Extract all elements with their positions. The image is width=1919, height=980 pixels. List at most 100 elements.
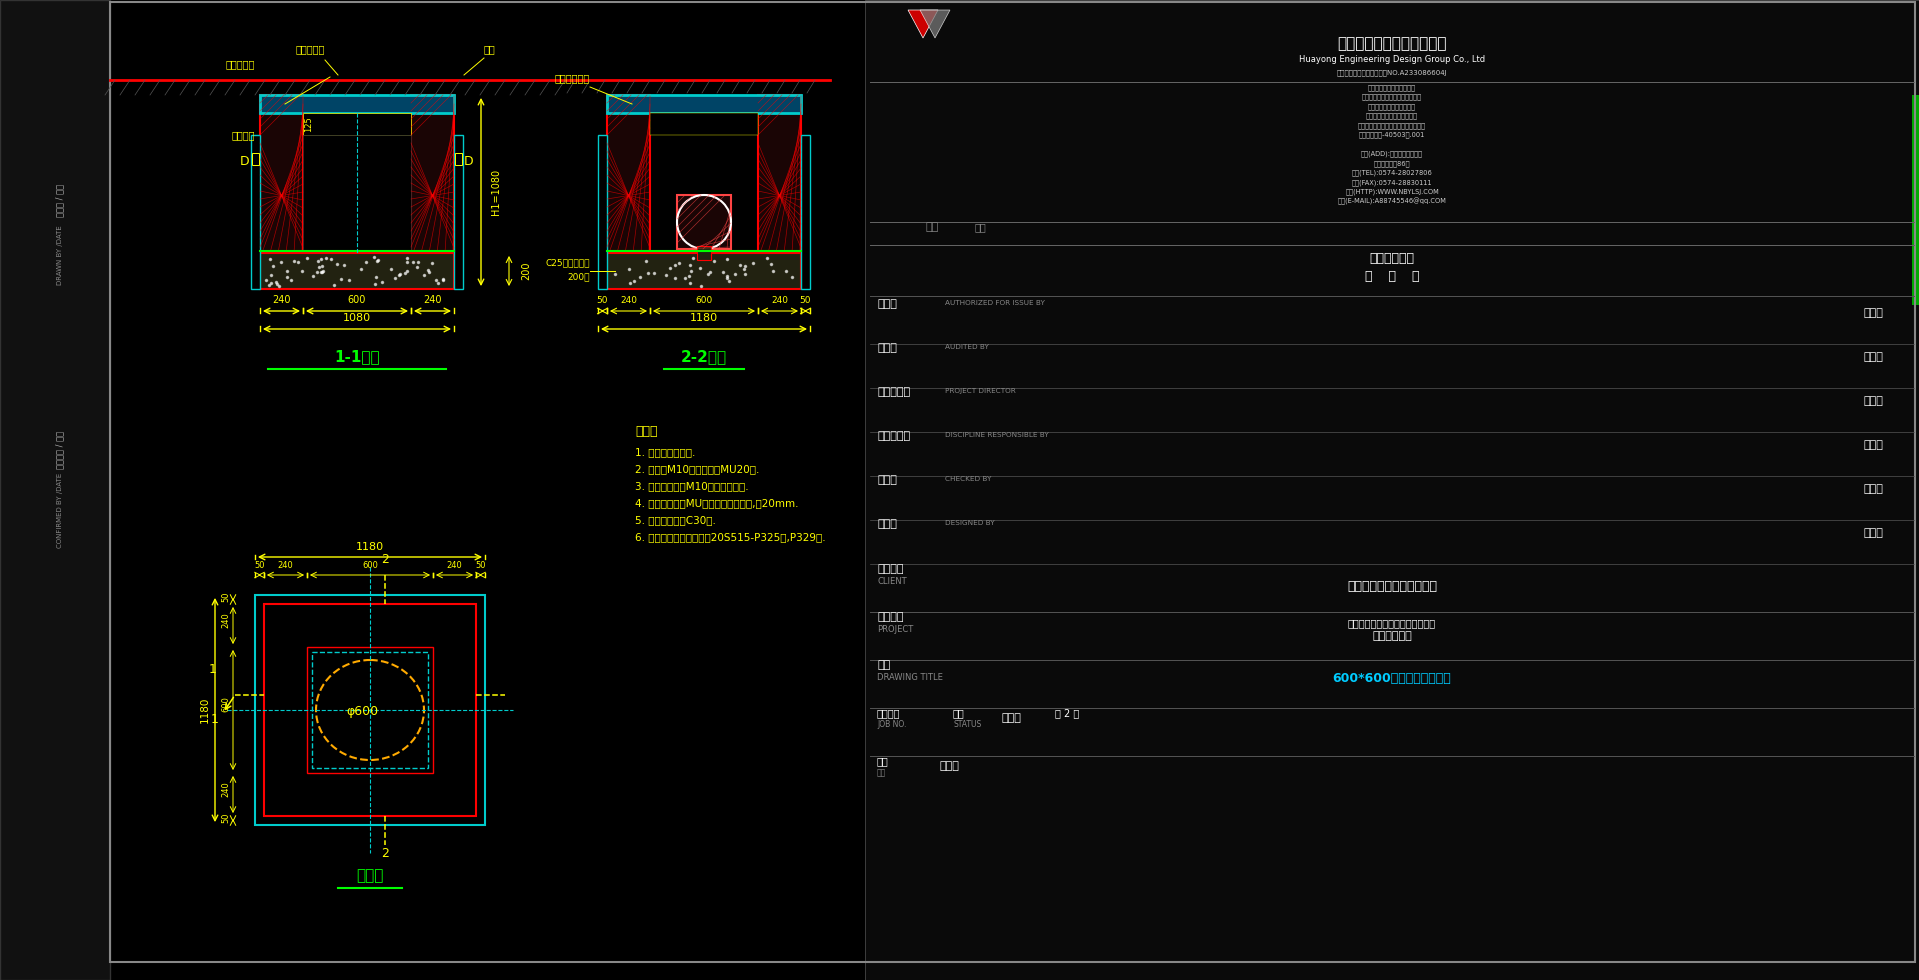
Text: 600: 600: [221, 696, 230, 712]
Text: 地址(ADD):宁波市鄞州区社道: 地址(ADD):宁波市鄞州区社道: [1361, 151, 1424, 157]
Text: 2-2剖面: 2-2剖面: [681, 349, 727, 364]
Text: DRAWN BY /DATE: DRAWN BY /DATE: [58, 225, 63, 285]
Bar: [606, 253, 800, 289]
Bar: [800, 135, 810, 289]
Bar: [599, 135, 606, 289]
Text: 建设单位: 建设单位: [877, 564, 904, 574]
Text: 绘图人 / 日期: 绘图人 / 日期: [56, 183, 65, 217]
Text: 审定人: 审定人: [877, 299, 896, 309]
Text: 承担范围（建筑工程）特级: 承担范围（建筑工程）特级: [1368, 84, 1416, 90]
Text: 邮箱(E-MAIL):A88745546@qq.COM: 邮箱(E-MAIL):A88745546@qq.COM: [1338, 197, 1447, 205]
Text: 1: 1: [209, 663, 217, 676]
Text: 审核人: 审核人: [877, 343, 896, 353]
Text: 浙江易承环境建设有限公司: 浙江易承环境建设有限公司: [1347, 580, 1437, 593]
Text: 网址(HTTP):WWW.NBYLSJ.COM: 网址(HTTP):WWW.NBYLSJ.COM: [1345, 188, 1439, 195]
Bar: [651, 113, 758, 135]
Text: DISCIPLINE RESPONSIBLE BY: DISCIPLINE RESPONSIBLE BY: [944, 432, 1050, 438]
Text: 240: 240: [278, 561, 294, 570]
Text: 田逢英: 田逢英: [1863, 440, 1884, 450]
Bar: [303, 135, 411, 253]
Text: 工程审定 / 日期: 工程审定 / 日期: [56, 431, 65, 469]
Text: 1: 1: [211, 713, 219, 726]
Polygon shape: [919, 10, 950, 38]
Text: 传真(FAX):0574-28830111: 传真(FAX):0574-28830111: [1351, 179, 1432, 185]
Polygon shape: [908, 10, 938, 38]
Text: 丙级建筑工程设计事务所甲NO.A233086604J: 丙级建筑工程设计事务所甲NO.A233086604J: [1338, 69, 1447, 75]
Bar: [677, 195, 731, 249]
Text: 比例: 比例: [877, 756, 888, 766]
Text: 3. 井圈、盖板用M10普通水泥砂浆.: 3. 井圈、盖板用M10普通水泥砂浆.: [635, 481, 748, 491]
Text: 空处: 空处: [975, 222, 986, 232]
Text: JOB NO.: JOB NO.: [877, 720, 906, 729]
Text: 2. 井圈用M10水泥砂浆砌MU20块.: 2. 井圈用M10水泥砂浆砌MU20块.: [635, 464, 760, 474]
Text: 华涌工程设计集团有限公司: 华涌工程设计集团有限公司: [1338, 36, 1447, 51]
Text: 防水砂浆: 防水砂浆: [232, 130, 255, 140]
Text: 盖板、三角板: 盖板、三角板: [555, 73, 589, 83]
Text: 年    月    日: 年 月 日: [1364, 270, 1420, 283]
Text: 50: 50: [253, 561, 265, 570]
Bar: [251, 135, 259, 289]
Text: 路面: 路面: [484, 44, 495, 54]
Text: 1180: 1180: [200, 697, 209, 723]
Text: 1080: 1080: [344, 313, 370, 323]
Text: H1=1080: H1=1080: [491, 169, 501, 215]
Text: AUTHORIZED FOR ISSUE BY: AUTHORIZED FOR ISSUE BY: [944, 300, 1044, 306]
Bar: [758, 95, 800, 253]
Text: 田逢英: 田逢英: [1863, 528, 1884, 538]
Text: 600: 600: [347, 295, 367, 305]
Text: 240: 240: [221, 612, 230, 627]
Text: D: D: [240, 155, 249, 168]
Text: DESIGNED BY: DESIGNED BY: [944, 520, 994, 526]
Bar: [259, 95, 303, 253]
Text: 240: 240: [447, 561, 462, 570]
Bar: [303, 113, 411, 135]
Text: 平面图: 平面图: [357, 868, 384, 883]
Text: 2: 2: [382, 847, 390, 860]
Text: 室外排水工程: 室外排水工程: [1372, 631, 1412, 641]
Bar: [697, 246, 712, 260]
Text: 2: 2: [382, 553, 390, 566]
Text: 戴富洁: 戴富洁: [1863, 396, 1884, 406]
Bar: [265, 604, 476, 816]
Text: D: D: [464, 155, 474, 168]
Bar: [307, 647, 434, 773]
Text: 240: 240: [771, 296, 789, 305]
Text: CLIENT: CLIENT: [877, 577, 906, 586]
Circle shape: [677, 195, 731, 249]
Text: 50: 50: [597, 296, 608, 305]
Text: 50: 50: [476, 561, 486, 570]
Text: 50: 50: [800, 296, 812, 305]
Text: 严中辉: 严中辉: [1863, 308, 1884, 318]
Bar: [606, 95, 651, 253]
Text: 混凝土盖板: 混凝土盖板: [226, 59, 255, 69]
Text: 工程编号: 工程编号: [877, 708, 900, 718]
Bar: [455, 135, 462, 289]
Text: PROJECT: PROJECT: [877, 625, 913, 634]
Text: 第 2 图: 第 2 图: [1055, 708, 1078, 718]
Bar: [1911, 95, 1919, 305]
Bar: [259, 95, 455, 113]
Text: （盖章有效）: （盖章有效）: [1370, 252, 1414, 265]
Text: 50: 50: [221, 812, 230, 822]
Text: 项目名称: 项目名称: [877, 612, 904, 622]
Text: 专业负责人: 专业负责人: [877, 431, 910, 441]
Text: 应晓慧: 应晓慧: [1863, 484, 1884, 494]
Text: 600: 600: [695, 296, 712, 305]
Text: STATUS: STATUS: [954, 720, 981, 729]
Text: 600*600砖砌检查井结构图: 600*600砖砌检查井结构图: [1332, 672, 1451, 685]
Text: 240: 240: [272, 295, 292, 305]
Text: 电话(TEL):0574-28027806: 电话(TEL):0574-28027806: [1351, 170, 1432, 176]
Text: 50: 50: [221, 591, 230, 602]
Text: 600: 600: [363, 561, 378, 570]
Text: 善坝调蓄池建设设计厂房扩建工程: 善坝调蓄池建设设计厂房扩建工程: [1347, 618, 1435, 628]
Bar: [411, 95, 455, 253]
Text: 图名: 图名: [877, 660, 890, 670]
Text: 6. 其他做法参见图集图集20S515-P325页,P329页.: 6. 其他做法参见图集图集20S515-P325页,P329页.: [635, 532, 825, 542]
Text: 比례: 比례: [877, 768, 887, 777]
Bar: [259, 253, 455, 289]
Text: 建筑工程乙级-40503系.001: 建筑工程乙级-40503系.001: [1359, 131, 1426, 138]
Text: 设计人: 设计人: [877, 519, 896, 529]
Text: 5. 检查井底板厚C30块.: 5. 检查井底板厚C30块.: [635, 515, 716, 525]
Bar: [606, 95, 800, 113]
Text: 万里国际商务86号: 万里国际商务86号: [1374, 160, 1410, 167]
